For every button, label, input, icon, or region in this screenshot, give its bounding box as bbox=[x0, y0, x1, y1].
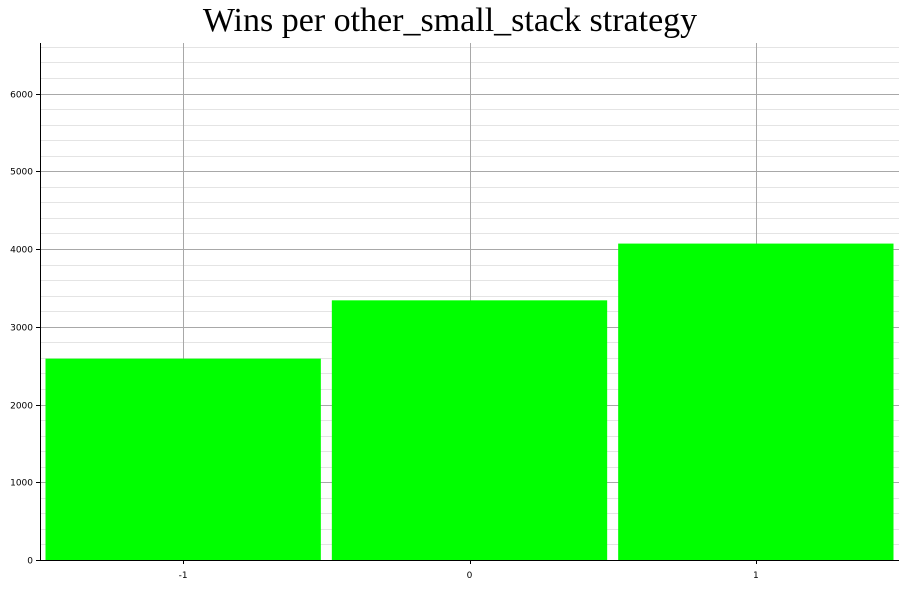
x-tick-label: 1 bbox=[753, 571, 759, 581]
y-tick-label: 0 bbox=[27, 557, 33, 567]
y-tick-label: 3000 bbox=[10, 324, 33, 334]
x-tick-label: 0 bbox=[467, 571, 473, 581]
y-tick-label: 2000 bbox=[10, 402, 33, 412]
y-tick-label: 6000 bbox=[10, 91, 33, 101]
bar-1 bbox=[618, 243, 894, 560]
bar--1 bbox=[45, 358, 321, 560]
y-axis-ticks: 0 1000 2000 3000 4000 5000 6000 bbox=[10, 91, 40, 567]
y-tick-label: 1000 bbox=[10, 479, 33, 489]
bars bbox=[45, 243, 894, 560]
bar-0 bbox=[331, 300, 608, 560]
x-axis-ticks: -1 0 1 bbox=[179, 560, 759, 581]
y-tick-label: 5000 bbox=[10, 168, 33, 178]
x-tick-label: -1 bbox=[179, 571, 188, 581]
y-tick-label: 4000 bbox=[10, 246, 33, 256]
chart-title: Wins per other_small_stack strategy bbox=[202, 2, 698, 39]
